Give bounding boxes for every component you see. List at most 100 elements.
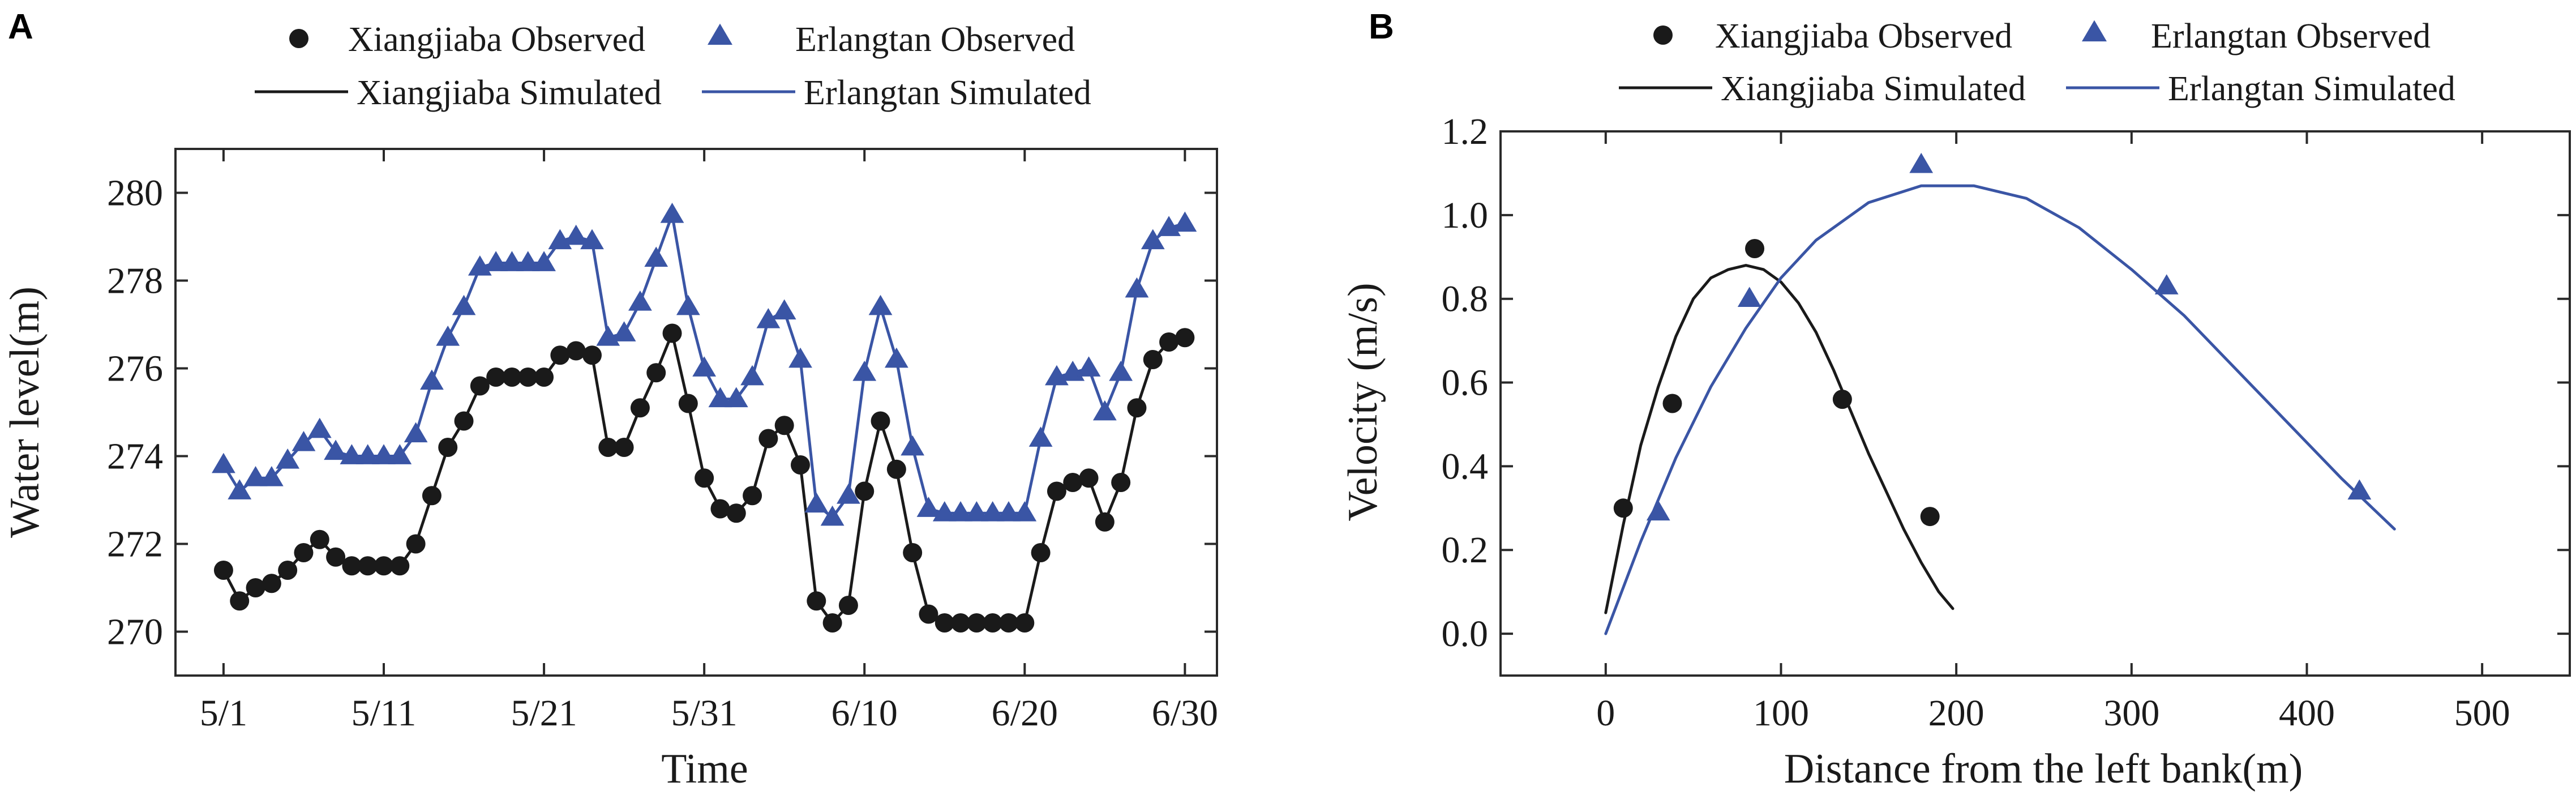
data-point-circle-xiangjiaba xyxy=(582,345,602,365)
data-point-triangle-erlangtan xyxy=(1737,287,1761,307)
data-point-triangle-erlangtan xyxy=(788,347,812,368)
data-point-circle-xiangjiaba xyxy=(1127,398,1147,418)
panel-a-x-axis-title: Time xyxy=(661,746,748,792)
x-tick-label: 6/20 xyxy=(992,693,1058,734)
x-tick-label: 300 xyxy=(2103,693,2159,734)
data-point-triangle-erlangtan xyxy=(1028,426,1053,447)
legend-marker-circle xyxy=(289,29,308,48)
data-point-circle-xiangjiaba xyxy=(1031,543,1051,562)
data-point-circle-xiangjiaba xyxy=(822,613,842,633)
data-point-circle-xiangjiaba xyxy=(326,547,346,567)
data-point-triangle-erlangtan xyxy=(916,497,941,517)
y-tick-label: 1.0 xyxy=(1442,195,1489,236)
data-point-circle-xiangjiaba xyxy=(662,323,682,343)
data-point-circle-xiangjiaba xyxy=(774,416,794,435)
data-point-circle-xiangjiaba xyxy=(983,613,1002,633)
panel-b-series xyxy=(1604,152,2396,635)
data-point-triangle-erlangtan xyxy=(804,492,829,513)
data-point-triangle-erlangtan xyxy=(884,347,908,368)
data-point-triangle-erlangtan xyxy=(564,224,588,245)
y-tick-label: 0.0 xyxy=(1442,613,1489,655)
data-point-circle-xiangjiaba xyxy=(855,481,875,501)
data-point-circle-xiangjiaba xyxy=(1662,394,1682,413)
panel-b-plot-frame xyxy=(1499,130,2571,677)
data-point-triangle-erlangtan xyxy=(355,444,380,464)
data-point-triangle-erlangtan xyxy=(228,479,252,499)
data-point-triangle-erlangtan xyxy=(692,356,717,377)
data-point-triangle-erlangtan xyxy=(212,452,235,473)
x-tick-label: 500 xyxy=(2454,693,2510,734)
legend-label: Erlangtan Observed xyxy=(795,20,1075,59)
data-point-triangle-erlangtan xyxy=(980,501,1005,522)
data-point-circle-xiangjiaba xyxy=(999,613,1018,633)
data-point-circle-xiangjiaba xyxy=(598,438,618,457)
y-tick-label: 276 xyxy=(107,348,163,390)
y-tick-label: 0.6 xyxy=(1442,362,1489,404)
data-point-circle-xiangjiaba xyxy=(791,455,810,475)
data-point-circle-xiangjiaba xyxy=(213,561,233,580)
data-point-triangle-erlangtan xyxy=(452,294,476,315)
data-point-circle-xiangjiaba xyxy=(951,613,971,633)
data-point-triangle-erlangtan xyxy=(404,422,428,443)
panel-a-y-axis-title: Water level(m) xyxy=(2,287,48,538)
data-point-triangle-erlangtan xyxy=(740,365,764,386)
data-point-triangle-erlangtan xyxy=(724,387,748,408)
data-point-circle-xiangjiaba xyxy=(1175,328,1195,348)
data-point-triangle-erlangtan xyxy=(532,251,556,271)
data-point-circle-xiangjiaba xyxy=(1063,473,1083,492)
data-point-triangle-erlangtan xyxy=(307,417,332,438)
data-point-triangle-erlangtan xyxy=(1077,356,1101,377)
y-tick-label: 274 xyxy=(107,436,163,477)
data-point-circle-xiangjiaba xyxy=(358,556,378,576)
x-tick-label: 100 xyxy=(1753,693,1809,734)
panel-b-letter: B xyxy=(1369,7,1394,46)
data-point-circle-xiangjiaba xyxy=(294,543,314,562)
data-point-triangle-erlangtan xyxy=(276,448,300,469)
data-point-circle-xiangjiaba xyxy=(550,345,570,365)
data-point-circle-xiangjiaba xyxy=(935,613,954,633)
data-point-triangle-erlangtan xyxy=(372,444,396,464)
data-point-circle-xiangjiaba xyxy=(422,486,442,506)
data-point-circle-xiangjiaba xyxy=(886,459,906,479)
y-tick-label: 0.2 xyxy=(1442,529,1489,571)
data-point-circle-xiangjiaba xyxy=(470,376,490,396)
legend-marker-circle xyxy=(1653,25,1673,45)
panel-a-series xyxy=(212,203,1197,633)
data-point-circle-xiangjiaba xyxy=(1047,481,1066,501)
data-point-circle-xiangjiaba xyxy=(438,438,458,457)
data-point-circle-xiangjiaba xyxy=(1613,498,1633,518)
data-point-triangle-erlangtan xyxy=(580,229,604,250)
y-tick-label: 280 xyxy=(107,173,163,214)
data-point-circle-xiangjiaba xyxy=(743,486,762,506)
data-point-circle-xiangjiaba xyxy=(1745,238,1765,258)
x-tick-label: 5/11 xyxy=(352,693,417,734)
data-point-triangle-erlangtan xyxy=(2154,274,2179,294)
x-tick-label: 5/21 xyxy=(511,693,577,734)
panel-b-x-axis-title: Distance from the left bank(m) xyxy=(1784,746,2303,792)
data-point-circle-xiangjiaba xyxy=(374,556,393,576)
data-point-circle-xiangjiaba xyxy=(678,394,698,413)
data-point-circle-xiangjiaba xyxy=(871,411,890,431)
data-point-triangle-erlangtan xyxy=(997,501,1021,522)
data-point-triangle-erlangtan xyxy=(436,326,460,346)
data-point-triangle-erlangtan xyxy=(1125,277,1149,298)
legend-label: Erlangtan Observed xyxy=(2151,17,2431,55)
panel-b-y-axis-title: Velocity (m/s) xyxy=(1340,283,1386,521)
panel-b-ticks: 0 100 200 300 400 500 0.0 0.2 0.4 0.6 0.8 1.0 1.2 xyxy=(1442,111,2570,734)
data-point-circle-xiangjiaba xyxy=(230,591,250,611)
panel-a-letter: A xyxy=(8,7,33,46)
panel-a-plot-frame xyxy=(174,148,1218,677)
data-point-circle-xiangjiaba xyxy=(406,534,426,554)
data-point-circle-xiangjiaba xyxy=(1015,613,1035,633)
data-point-circle-xiangjiaba xyxy=(566,341,586,361)
y-tick-label: 278 xyxy=(107,260,163,302)
data-point-circle-xiangjiaba xyxy=(518,368,538,387)
data-point-triangle-erlangtan xyxy=(612,321,636,341)
data-point-triangle-erlangtan xyxy=(949,501,972,522)
data-point-triangle-erlangtan xyxy=(772,299,796,320)
data-point-triangle-erlangtan xyxy=(243,466,268,486)
data-point-triangle-erlangtan xyxy=(1646,500,1670,521)
data-point-circle-xiangjiaba xyxy=(646,363,666,383)
data-point-circle-xiangjiaba xyxy=(614,438,634,457)
legend-label: Erlangtan Simulated xyxy=(804,74,1091,112)
